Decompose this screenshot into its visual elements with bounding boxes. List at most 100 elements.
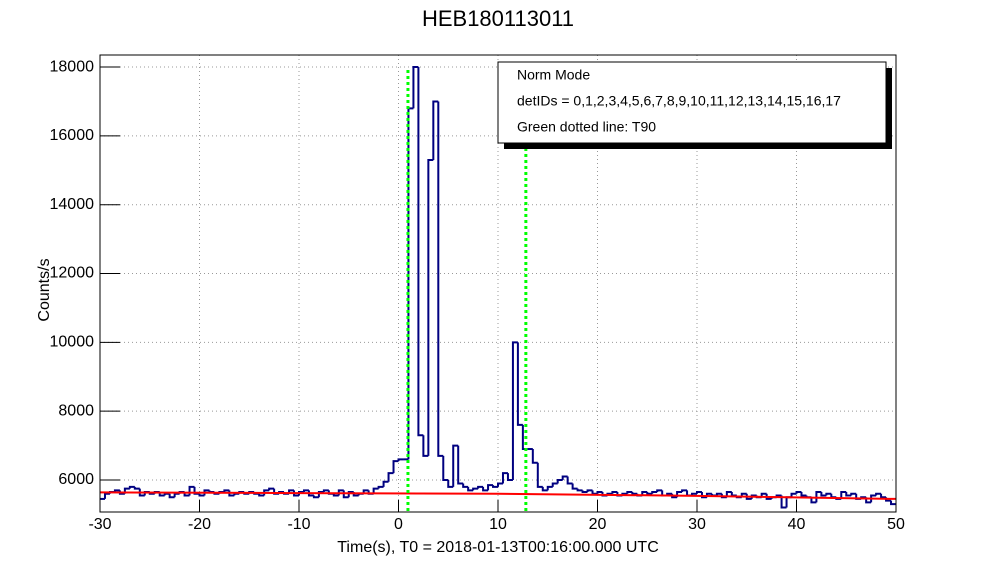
histogram-step	[382, 480, 389, 487]
histogram-step	[631, 492, 638, 495]
histogram-step	[596, 491, 603, 494]
histogram-step	[795, 491, 802, 494]
histogram-step	[392, 460, 399, 474]
histogram-step	[516, 342, 523, 426]
histogram-step	[506, 473, 513, 481]
histogram-step	[815, 491, 822, 503]
histogram-step	[681, 489, 688, 493]
histogram-step	[850, 492, 857, 496]
histogram-step	[442, 455, 449, 481]
histogram-step	[293, 490, 299, 497]
histogram-step	[457, 445, 464, 485]
histogram-step	[317, 491, 324, 498]
legend-text: Green dotted line: T90	[517, 119, 656, 135]
histogram-step	[561, 475, 568, 480]
x-tick-label: 40	[788, 516, 806, 533]
histogram-step	[437, 101, 444, 457]
histogram-step	[840, 491, 847, 499]
histogram-step	[750, 494, 757, 499]
histogram-step	[780, 495, 787, 509]
histogram-step	[302, 489, 309, 493]
histogram-step	[387, 472, 394, 482]
histogram-step	[626, 491, 633, 494]
histogram-step	[168, 493, 175, 499]
histogram-step	[511, 341, 518, 480]
histogram-step	[322, 489, 329, 493]
x-tick-label: 20	[589, 516, 607, 533]
histogram-step	[880, 493, 887, 499]
histogram-step	[875, 492, 882, 496]
histogram-step	[501, 472, 508, 484]
histogram-step	[870, 494, 877, 503]
histogram-step	[790, 492, 797, 498]
histogram-step	[765, 493, 772, 500]
histogram-step	[890, 500, 896, 506]
x-tick-label: 30	[688, 516, 706, 533]
histogram-step	[825, 492, 832, 496]
histogram-step	[133, 486, 140, 490]
histogram-step	[715, 492, 722, 496]
histogram-step	[417, 67, 424, 437]
histogram-step	[422, 435, 429, 457]
histogram-step	[492, 485, 498, 488]
histogram-step	[820, 492, 827, 497]
histogram-step	[541, 486, 548, 492]
histogram-step	[193, 486, 200, 495]
fit-line	[99, 491, 897, 500]
histogram-step	[810, 497, 817, 504]
histogram-step	[198, 493, 205, 497]
histogram-step	[128, 485, 135, 489]
y-tick-label: 8000	[58, 402, 94, 419]
histogram-step	[576, 488, 583, 492]
histogram-step	[347, 491, 354, 498]
legend-text: detIDs = 0,1,2,3,4,5,6,7,8,9,10,11,12,13…	[517, 93, 841, 109]
histogram-step	[700, 492, 707, 499]
histogram-step	[536, 462, 543, 488]
y-tick-label: 16000	[50, 127, 95, 144]
x-tick-label: -10	[287, 516, 310, 533]
histogram-step	[447, 479, 454, 488]
x-tick-label: -30	[88, 516, 111, 533]
histogram-step	[472, 487, 479, 491]
histogram-step	[427, 158, 434, 456]
histogram-step	[173, 492, 180, 498]
plot-frame	[99, 54, 897, 513]
histogram-step	[412, 66, 419, 109]
histogram-step	[546, 485, 553, 491]
legend-text: Norm Mode	[517, 67, 590, 83]
histogram-step	[487, 484, 494, 491]
histogram-step	[462, 483, 469, 488]
histogram-step	[581, 490, 588, 494]
histogram-step	[656, 489, 663, 493]
histogram-step	[482, 486, 489, 492]
y-tick-label: 10000	[50, 334, 95, 351]
histogram-step	[651, 491, 658, 494]
histogram-step	[268, 487, 275, 491]
x-tick-label: -20	[188, 516, 211, 533]
histogram-step	[696, 491, 702, 494]
histogram-step	[452, 444, 459, 487]
histogram-step	[163, 492, 170, 496]
y-tick-label: 6000	[58, 471, 94, 488]
y-tick-label: 14000	[50, 196, 95, 213]
histogram-step	[103, 492, 110, 499]
x-axis-label: Time(s), T0 = 2018-01-13T00:16:00.000 UT…	[337, 539, 659, 556]
histogram-step	[845, 492, 852, 497]
x-tick-label: 50	[887, 516, 905, 533]
x-tick-label: 10	[489, 516, 507, 533]
x-tick-label: 0	[394, 516, 403, 533]
histogram-step	[138, 488, 145, 497]
histogram-step	[571, 483, 578, 490]
y-tick-label: 18000	[50, 58, 95, 75]
histogram-step	[312, 495, 319, 499]
histogram-step	[611, 491, 618, 494]
histogram-step	[551, 482, 558, 487]
histogram-step	[531, 449, 538, 464]
chart-title: HEB180113011	[422, 6, 574, 31]
histogram-step	[307, 490, 314, 497]
histogram-step	[332, 493, 339, 497]
histogram-step	[646, 492, 653, 495]
histogram-step	[372, 487, 379, 494]
legend-box	[497, 61, 887, 144]
